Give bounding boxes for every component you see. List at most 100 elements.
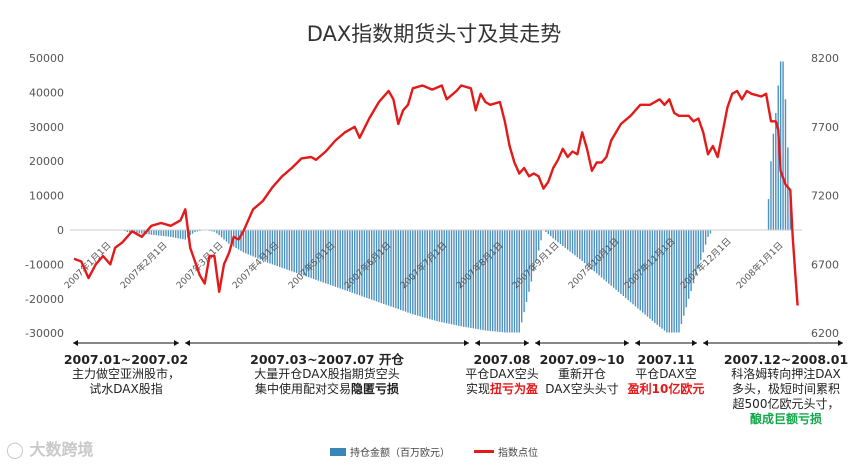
bar bbox=[274, 230, 276, 266]
y-left-tick-label: -10000 bbox=[25, 258, 64, 271]
period-label: 2007.03~2007.07 开仓 大量开仓DAX股指期货空头 集中使用配对交易隐… bbox=[207, 352, 447, 397]
bar bbox=[329, 230, 332, 286]
bar bbox=[266, 230, 269, 263]
bar bbox=[586, 230, 588, 266]
period-text: 扭亏为盈 bbox=[490, 382, 539, 396]
bar bbox=[160, 230, 162, 236]
period-text: 试水DAX股指 bbox=[89, 382, 163, 396]
bar bbox=[189, 230, 191, 236]
bar bbox=[196, 230, 199, 232]
bar bbox=[194, 230, 196, 233]
bar bbox=[528, 230, 530, 292]
bar bbox=[530, 230, 533, 282]
bar bbox=[259, 230, 262, 260]
bar bbox=[337, 230, 339, 288]
bar bbox=[177, 230, 179, 239]
bar bbox=[351, 230, 353, 293]
bar bbox=[523, 230, 525, 313]
bar bbox=[395, 230, 397, 309]
period-text: 平仓DAX空头 bbox=[465, 367, 539, 381]
bar bbox=[438, 230, 441, 322]
arrow-head-right bbox=[838, 340, 843, 346]
bar bbox=[625, 230, 627, 299]
bar bbox=[397, 230, 399, 310]
bar bbox=[358, 230, 361, 296]
bar bbox=[455, 230, 458, 326]
bar bbox=[615, 230, 617, 290]
bar bbox=[581, 230, 583, 261]
bar bbox=[315, 230, 317, 280]
arrow-head-left bbox=[635, 340, 640, 346]
arrow-head-left bbox=[185, 340, 190, 346]
left-axis: 50000 40000 30000 20000 10000 0 -10000 -20000 -3… bbox=[25, 52, 802, 340]
bar bbox=[404, 230, 407, 312]
chart-title: DAX指数期货头寸及其走势 bbox=[306, 22, 562, 46]
bar bbox=[453, 230, 455, 325]
y-left-tick-label: 20000 bbox=[29, 155, 64, 168]
bar bbox=[598, 230, 600, 276]
bar bbox=[150, 230, 153, 235]
bar bbox=[472, 230, 474, 329]
bar bbox=[332, 230, 334, 286]
bar bbox=[491, 230, 494, 332]
legend-bar-swatch bbox=[330, 447, 346, 456]
arrow-head-right bbox=[174, 340, 179, 346]
bar bbox=[254, 230, 257, 258]
bar bbox=[281, 230, 283, 268]
bar bbox=[545, 230, 547, 233]
period-text-line: 盈利10亿欧元 bbox=[621, 382, 711, 397]
bar bbox=[445, 230, 448, 324]
bar bbox=[225, 230, 228, 242]
y-right-tick-label: 8200 bbox=[811, 52, 839, 65]
bar bbox=[312, 230, 315, 280]
period-label: 2007.11 平仓DAX空 盈利10亿欧元 bbox=[621, 352, 711, 397]
bar bbox=[341, 230, 344, 290]
period-arrows bbox=[73, 340, 843, 346]
bar bbox=[128, 230, 131, 233]
bar bbox=[363, 230, 366, 298]
y-left-tick-label: 40000 bbox=[29, 86, 64, 99]
bar bbox=[334, 230, 337, 287]
arrow-head-left bbox=[475, 340, 480, 346]
bar bbox=[683, 230, 685, 316]
period-range: 2007.03~2007.07 开仓 bbox=[250, 352, 404, 367]
bar bbox=[782, 61, 784, 230]
bar bbox=[167, 230, 170, 237]
bar bbox=[629, 230, 632, 303]
period-text: 重新开仓 bbox=[557, 367, 606, 381]
bar bbox=[429, 230, 431, 320]
bar bbox=[148, 230, 150, 235]
bar bbox=[634, 230, 637, 307]
legend: 持仓金额（百万欧元） 指数点位 bbox=[330, 444, 538, 459]
bar bbox=[767, 199, 770, 230]
bar bbox=[300, 230, 303, 275]
bar bbox=[508, 230, 511, 333]
bar bbox=[339, 230, 341, 289]
bar bbox=[467, 230, 470, 328]
bar bbox=[216, 230, 218, 234]
bar bbox=[174, 230, 177, 238]
bar bbox=[421, 230, 424, 318]
bar bbox=[276, 230, 278, 267]
bar bbox=[644, 230, 646, 315]
bar bbox=[223, 230, 225, 240]
legend-line-swatch bbox=[474, 450, 494, 453]
bar bbox=[564, 230, 566, 248]
period-text: 盈利10亿欧元 bbox=[627, 382, 705, 396]
bar bbox=[431, 230, 433, 320]
bar bbox=[392, 230, 395, 308]
bar-series bbox=[124, 61, 792, 333]
arrow-head-right bbox=[692, 340, 697, 346]
bar bbox=[138, 230, 141, 234]
bar bbox=[552, 230, 554, 239]
bar bbox=[695, 230, 697, 276]
bar bbox=[603, 230, 605, 280]
bar bbox=[540, 230, 542, 241]
period-text: 酿成巨额亏损 bbox=[749, 412, 822, 426]
bar bbox=[271, 230, 274, 265]
bar bbox=[477, 230, 479, 330]
period-text-line: DAX空头头寸 bbox=[532, 382, 632, 397]
period-text: 超500亿欧元头寸， bbox=[732, 397, 840, 411]
bar bbox=[663, 230, 666, 331]
bar bbox=[666, 230, 668, 333]
